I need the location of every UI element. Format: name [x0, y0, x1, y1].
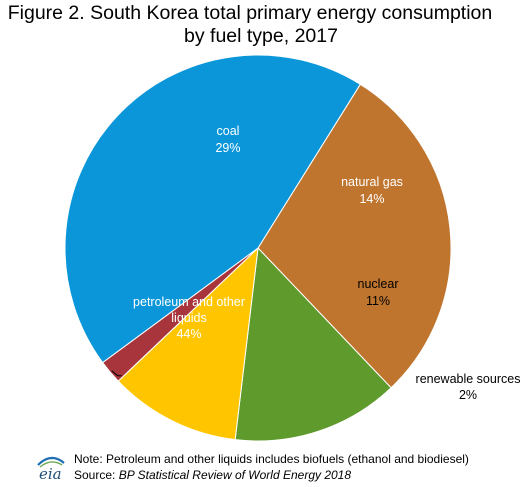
- slice-label-coal: coal: [217, 124, 240, 138]
- source-name: BP Statistical Review of World Energy 20…: [118, 468, 352, 482]
- slice-label-renewable-sources: renewable sources: [416, 372, 521, 386]
- slice-label-petroleum-and-other-liquids-line-2: liquids: [171, 311, 206, 325]
- slice-label-nuclear: nuclear: [358, 277, 399, 291]
- slice-percent-petroleum-and-other-liquids: 44%: [176, 327, 201, 341]
- renewable-leader-line: [111, 370, 122, 377]
- chart-title-line-1: Figure 2. South Korea total primary ener…: [7, 2, 493, 24]
- slice-percent-natural-gas: 14%: [359, 192, 384, 206]
- slice-label-natural-gas: natural gas: [341, 175, 403, 189]
- chart-title: Figure 2. South Korea total primary ener…: [0, 2, 530, 48]
- pie-slice-nuclear: [117, 246, 259, 441]
- source-prefix: Source:: [74, 468, 119, 482]
- slice-percent-renewable-sources: 2%: [459, 388, 477, 402]
- footnote: Note: Petroleum and other liquids includ…: [74, 452, 469, 466]
- pie-slice-coal: [257, 83, 452, 389]
- slice-percent-nuclear: 11%: [366, 294, 390, 308]
- eia-logo: eia: [37, 456, 65, 482]
- pie-slice-petroleum-and-other-liquids: [64, 54, 361, 364]
- source-line: Source: BP Statistical Review of World E…: [74, 468, 351, 482]
- slice-percent-coal: 29%: [215, 141, 240, 155]
- pie-slice-natural-gas: [234, 246, 392, 442]
- slice-label-petroleum-and-other-liquids: petroleum and other: [133, 295, 245, 309]
- chart-title-line-2: by fuel type, 2017: [184, 25, 338, 47]
- eia-logo-text: eia: [39, 465, 62, 482]
